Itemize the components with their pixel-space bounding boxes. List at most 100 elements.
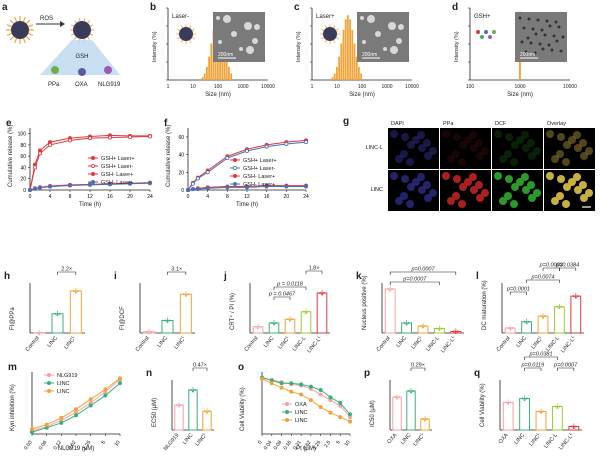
- fold-change-label: 1.8×: [309, 266, 320, 272]
- confocal-image: [440, 128, 491, 169]
- nanoparticle-icon: [179, 27, 193, 41]
- particle-dot: [244, 22, 252, 30]
- peg-chain: [324, 39, 327, 43]
- panel-letter-b: b: [150, 2, 156, 13]
- panel-letter-e: e: [6, 118, 12, 129]
- x-tick-label: 1000: [514, 84, 525, 90]
- x-tick-label: 100: [358, 84, 367, 90]
- histogram-bar: [336, 66, 338, 80]
- condition-tag: GSH+: [474, 14, 491, 20]
- peg-chain: [22, 16, 26, 22]
- cell-spot: [453, 133, 461, 141]
- bar: [392, 396, 402, 431]
- cell-spot: [521, 173, 529, 181]
- legend-marker: [284, 401, 289, 406]
- particle-dot: [254, 24, 260, 30]
- y-axis-label: Cell Viability (%): [480, 383, 486, 427]
- replicate-dot: [509, 328, 512, 331]
- x-tick-label: 1.25: [82, 440, 93, 452]
- channel-label: DCF: [495, 121, 507, 127]
- category-label: LINC: [513, 432, 526, 445]
- legend-marker: [91, 155, 96, 160]
- histogram-bar: [358, 66, 360, 80]
- legend-marker: [91, 163, 96, 168]
- data-point: [44, 422, 49, 427]
- replicate-dot: [204, 410, 206, 413]
- cell-spot: [458, 158, 466, 166]
- replicate-dot: [287, 318, 289, 321]
- cell-spot: [400, 192, 408, 200]
- y-tick-label: 0: [181, 188, 184, 194]
- significance-bracket: [192, 367, 208, 371]
- replicate-dot: [572, 427, 575, 429]
- peg-chain: [22, 38, 26, 44]
- replicate-dot: [527, 320, 530, 323]
- category-label: LINC: [395, 335, 408, 348]
- data-point: [88, 397, 93, 402]
- cell-spot: [447, 197, 455, 205]
- y-axis-label: CRT⁺ / PI (%): [229, 293, 236, 330]
- x-tick-label: 10: [334, 84, 340, 90]
- cell-spot: [528, 152, 536, 160]
- data-point: [147, 134, 152, 139]
- replicate-dot: [456, 330, 459, 333]
- particle-dot: [383, 47, 387, 51]
- data-point: [195, 176, 200, 181]
- replicate-dot: [192, 390, 194, 393]
- x-tick-label: 10: [114, 440, 122, 448]
- particle-dot: [540, 28, 544, 32]
- row-label: LINC-L: [366, 145, 383, 151]
- cell-spot: [390, 172, 398, 180]
- replicate-dot: [38, 333, 41, 336]
- legend-marker: [91, 171, 96, 176]
- replicate-dot: [166, 321, 169, 323]
- legend-marker: [284, 417, 289, 422]
- cell-spot: [563, 141, 571, 149]
- cell-spot: [395, 155, 403, 163]
- data-point: [127, 135, 132, 140]
- y-axis-label: Intensity (%): [152, 31, 158, 62]
- cell-spot: [476, 194, 484, 202]
- replicate-dot: [208, 410, 210, 413]
- nanoparticle-icon: [73, 21, 91, 39]
- cell-spot: [464, 136, 472, 144]
- replicate-dot: [194, 389, 196, 391]
- replicate-dot: [538, 410, 540, 413]
- panel-letter-m: m: [8, 362, 17, 373]
- replicate-dot: [572, 295, 575, 298]
- bar: [300, 311, 312, 334]
- cell-spot: [556, 150, 564, 158]
- p-value-label: p=0.0074: [530, 275, 554, 281]
- category-label: LINCL: [276, 333, 292, 350]
- replicate-dot: [150, 330, 153, 333]
- x-tick-label: 5: [100, 440, 107, 446]
- data-point: [108, 182, 113, 187]
- bar: [316, 292, 328, 334]
- particle-dot: [561, 35, 565, 39]
- cell-spot: [458, 200, 466, 208]
- significance-bracket: [557, 367, 575, 371]
- data-point: [225, 185, 230, 190]
- y-axis-label: Cell Viability (%): [240, 387, 246, 431]
- cell-spot: [522, 144, 530, 152]
- data-point: [289, 389, 294, 394]
- p-value-label: p=0.0119: [520, 363, 544, 369]
- category-label: LINCL: [409, 333, 425, 350]
- x-tick-label: 16: [264, 194, 270, 200]
- category-label: LINCL: [193, 430, 209, 447]
- legend-entry: GSH+ Laser+: [101, 156, 135, 162]
- cell-spot: [424, 152, 432, 160]
- superscript: L: [179, 333, 185, 339]
- x-tick-label: 24: [303, 194, 309, 200]
- replicate-dot: [164, 319, 167, 322]
- data-point: [88, 403, 93, 408]
- cell-spot: [442, 172, 450, 180]
- x-tick-label: 0.62: [67, 440, 78, 452]
- cell-spot: [585, 147, 593, 155]
- data-point: [118, 376, 123, 381]
- data-point: [147, 181, 152, 186]
- panel-letter-p: p: [364, 368, 370, 379]
- particle-dot: [518, 16, 522, 20]
- bar: [537, 315, 549, 334]
- x-tick-label: 0.12: [52, 440, 63, 452]
